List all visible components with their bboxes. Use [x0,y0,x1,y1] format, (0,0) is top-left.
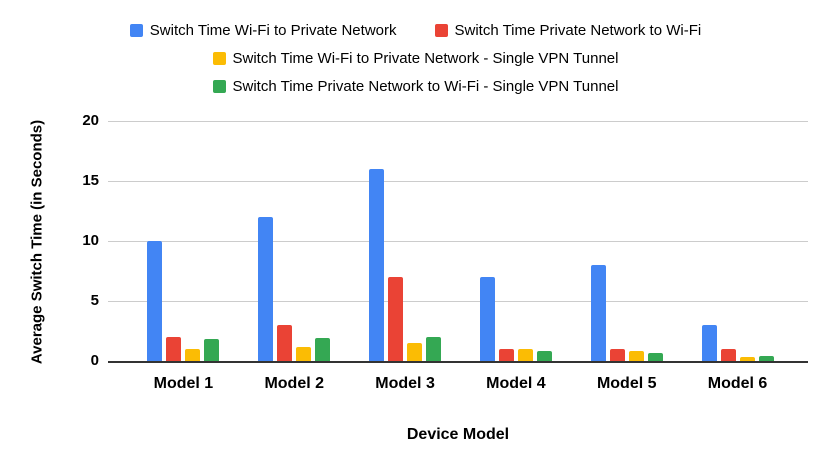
bar-groups [128,121,793,361]
bar-series3-model-5 [647,352,663,361]
bar-series3-model-1 [204,339,220,361]
bar-series3-model-4 [536,351,552,361]
x-tick-label: Model 2 [264,375,325,392]
bar-series0-model-1 [147,241,163,361]
bar-group [128,121,239,361]
bar-series1-model-5 [609,349,625,361]
x-tick-label: Model 6 [707,375,768,392]
x-tick-label: Model 4 [486,375,546,392]
legend-label: Switch Time Private Network to Wi-Fi [454,22,702,39]
y-axis-title: Average Switch Time (in Seconds) [28,119,46,365]
chart-legend: Switch Time Wi-Fi to Private Network Swi… [0,21,831,96]
x-axis-tick-labels: Model 1 Model 2 Model 3 Model 4 Model 5 Model… [128,374,793,394]
bar-series0-model-4 [479,277,495,361]
legend-row: Switch Time Wi-Fi to Private Network - S… [212,49,619,68]
legend-item-private-to-wifi: Switch Time Private Network to Wi-Fi [434,21,702,40]
legend-item-wifi-to-private: Switch Time Wi-Fi to Private Network [129,21,397,40]
y-tick-label: 10 [82,232,99,249]
legend-swatch-yellow [212,52,226,65]
legend-swatch-red [434,24,448,37]
plot-area: 0 5 10 15 20 [82,112,808,369]
x-axis-title: Device Model [406,426,510,443]
bar-series0-model-2 [258,217,274,361]
x-tick-label: Model 3 [375,375,435,392]
y-tick-label: 5 [90,292,99,309]
bar-series1-model-2 [277,325,293,361]
legend-item-wifi-to-private-single-tunnel: Switch Time Wi-Fi to Private Network - S… [212,49,619,68]
bar-series3-model-3 [426,337,442,361]
legend-row: Switch Time Wi-Fi to Private Network Swi… [129,21,702,40]
legend-swatch-blue [129,24,143,37]
legend-label: Switch Time Private Network to Wi-Fi - S… [232,78,619,95]
bar-series2-model-3 [407,343,423,361]
y-axis-tick-labels: 0 5 10 15 20 [59,112,99,369]
gridline [108,301,808,302]
bar-series2-model-6 [739,357,755,361]
legend-swatch-green [212,80,226,93]
bar-series2-model-4 [517,349,533,361]
legend-label: Switch Time Wi-Fi to Private Network [149,22,397,39]
bar-group [239,121,350,361]
bar-series1-model-1 [166,337,182,361]
y-tick-label: 15 [82,172,99,189]
x-tick-label: Model 5 [596,375,657,392]
bar-series3-model-6 [758,356,774,361]
bar-group [460,121,571,361]
y-tick-label: 20 [82,112,99,129]
legend-label: Switch Time Wi-Fi to Private Network - S… [232,50,619,67]
y-tick-label: 0 [90,352,99,369]
legend-item-private-to-wifi-single-tunnel: Switch Time Private Network to Wi-Fi - S… [212,77,619,96]
bar-group [682,121,793,361]
bar-series1-model-6 [720,349,736,361]
bar-group [350,121,461,361]
bar-series2-model-2 [296,346,312,361]
bar-series1-model-4 [498,349,514,361]
bar-series3-model-2 [315,338,331,361]
bar-series0-model-6 [701,325,717,361]
bar-group [571,121,682,361]
bar-series2-model-1 [185,349,201,361]
legend-row: Switch Time Private Network to Wi-Fi - S… [212,77,619,96]
bar-series2-model-5 [628,351,644,361]
x-tick-label: Model 1 [153,375,214,392]
gridline [108,241,808,242]
gridline [108,181,808,182]
bar-series0-model-5 [590,265,606,361]
bar-series0-model-3 [369,169,385,361]
gridline [108,121,808,122]
bar-series1-model-3 [388,277,404,361]
